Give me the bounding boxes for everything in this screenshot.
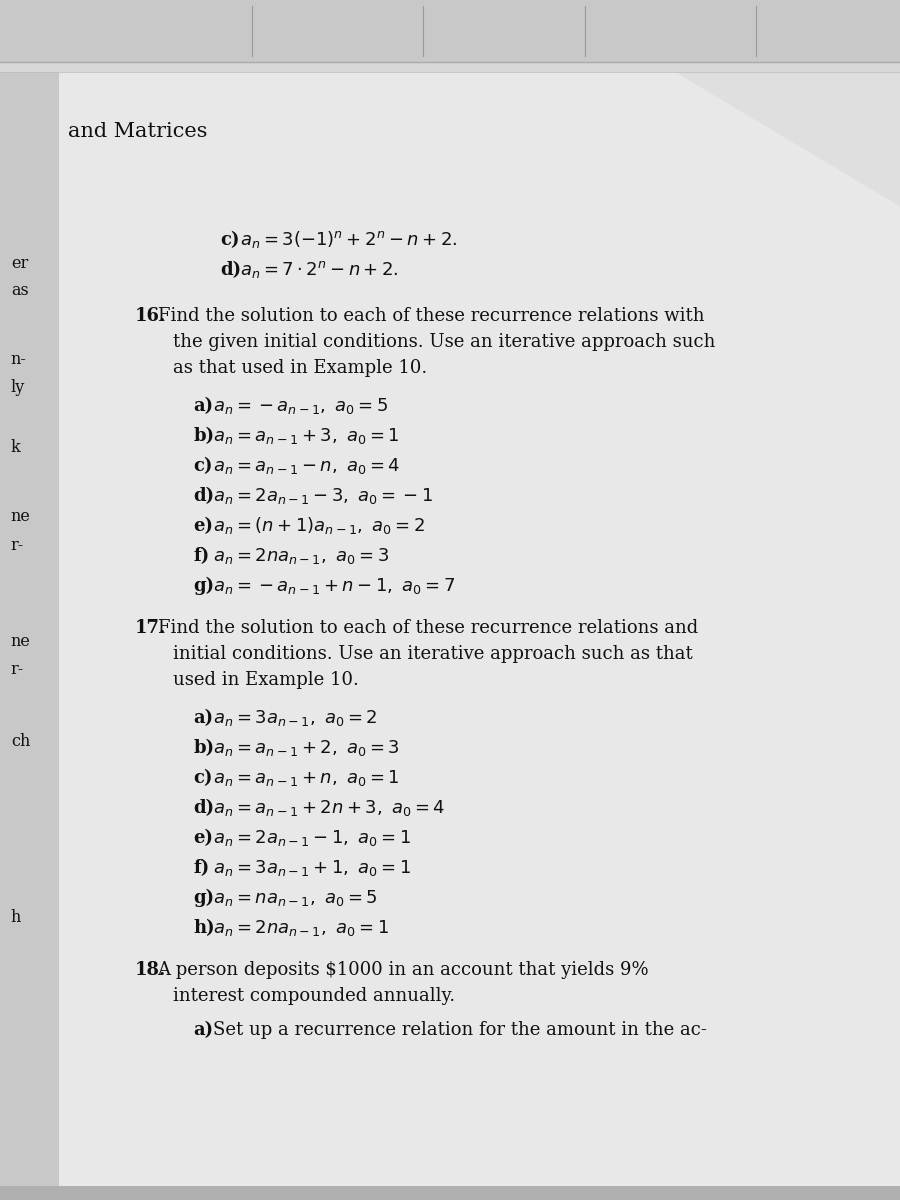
Text: and Matrices: and Matrices (68, 122, 207, 142)
Text: $a_n = a_{n-1} + 2n + 3,\ a_0 = 4$: $a_n = a_{n-1} + 2n + 3,\ a_0 = 4$ (213, 798, 446, 817)
Text: k: k (11, 439, 21, 456)
Text: g): g) (194, 576, 214, 595)
Text: $a_n = a_{n-1} + n,\ a_0 = 1$: $a_n = a_{n-1} + n,\ a_0 = 1$ (213, 768, 400, 787)
Text: b): b) (194, 738, 214, 757)
Text: ne: ne (11, 634, 31, 650)
Text: as that used in Example 10.: as that used in Example 10. (173, 360, 428, 377)
Text: h): h) (194, 919, 215, 936)
Text: $a_n = 2na_{n-1},\ a_0 = 3$: $a_n = 2na_{n-1},\ a_0 = 3$ (213, 546, 390, 565)
Text: $a_n = 3a_{n-1},\ a_0 = 2$: $a_n = 3a_{n-1},\ a_0 = 2$ (213, 708, 378, 727)
Text: $a_n = 3(-1)^n + 2^n - n + 2.$: $a_n = 3(-1)^n + 2^n - n + 2.$ (240, 229, 457, 251)
Text: Find the solution to each of these recurrence relations with: Find the solution to each of these recur… (158, 306, 704, 324)
Text: Set up a recurrence relation for the amount in the ac-: Set up a recurrence relation for the amo… (213, 1020, 707, 1038)
Text: $a_n = a_{n-1} - n,\ a_0 = 4$: $a_n = a_{n-1} - n,\ a_0 = 4$ (213, 456, 400, 475)
Text: ne: ne (11, 508, 31, 524)
Text: $a_n = 2a_{n-1} - 3,\ a_0 = -1$: $a_n = 2a_{n-1} - 3,\ a_0 = -1$ (213, 486, 434, 505)
Text: the given initial conditions. Use an iterative approach such: the given initial conditions. Use an ite… (173, 332, 716, 350)
Text: r-: r- (11, 661, 24, 678)
Text: $a_n = 2a_{n-1} - 1,\ a_0 = 1$: $a_n = 2a_{n-1} - 1,\ a_0 = 1$ (213, 828, 411, 847)
Text: ⭘  ⬜: ⭘ ⬜ (807, 25, 831, 37)
Text: a): a) (194, 1020, 213, 1038)
Text: Read aloud: Read aloud (132, 24, 210, 38)
Text: Find the solution to each of these recurrence relations and: Find the solution to each of these recur… (158, 619, 698, 636)
Text: c): c) (194, 456, 213, 474)
Text: c): c) (194, 769, 213, 787)
Text: ly: ly (11, 379, 25, 396)
Text: $a_n = -a_{n-1},\ a_0 = 5$: $a_n = -a_{n-1},\ a_0 = 5$ (213, 396, 389, 415)
Text: $a_n = a_{n-1} + 2,\ a_0 = 3$: $a_n = a_{n-1} + 2,\ a_0 = 3$ (213, 738, 400, 757)
Text: n-: n- (11, 352, 27, 368)
Text: as: as (11, 282, 29, 299)
Text: ch: ch (11, 733, 31, 750)
Text: d): d) (194, 487, 214, 504)
Text: A person deposits $1000 in an account that yields 9%: A person deposits $1000 in an account th… (158, 960, 649, 979)
Text: 16.: 16. (135, 306, 166, 324)
Text: e): e) (194, 516, 213, 534)
Text: $a_n = na_{n-1},\ a_0 = 5$: $a_n = na_{n-1},\ a_0 = 5$ (213, 888, 378, 907)
Text: $a_n = 2na_{n-1},\ a_0 = 1$: $a_n = 2na_{n-1},\ a_0 = 1$ (213, 918, 389, 937)
Text: f): f) (194, 859, 210, 876)
Text: h: h (11, 910, 22, 926)
Text: ⊨  Highlight  ∨: ⊨ Highlight ∨ (453, 24, 555, 38)
Text: ▽  Draw  ∨: ▽ Draw ∨ (295, 24, 371, 38)
Text: $a_n = 7 \cdot 2^n - n + 2.$: $a_n = 7 \cdot 2^n - n + 2.$ (240, 259, 399, 281)
Text: c): c) (220, 230, 240, 248)
Text: interest compounded annually.: interest compounded annually. (173, 986, 454, 1004)
Text: d): d) (220, 260, 241, 278)
Text: a): a) (194, 708, 213, 726)
Text: f): f) (194, 547, 210, 565)
Text: initial conditions. Use an iterative approach such as that: initial conditions. Use an iterative app… (173, 646, 693, 662)
Text: a): a) (194, 396, 213, 415)
Text: r-: r- (11, 538, 24, 554)
Text: 17.: 17. (135, 619, 166, 636)
Text: $a_n = -a_{n-1} + n - 1,\ a_0 = 7$: $a_n = -a_{n-1} + n - 1,\ a_0 = 7$ (213, 576, 455, 595)
Text: used in Example 10.: used in Example 10. (173, 671, 359, 689)
Text: d): d) (194, 799, 214, 816)
Text: $a_n = (n+1)a_{n-1},\ a_0 = 2$: $a_n = (n+1)a_{n-1},\ a_0 = 2$ (213, 515, 426, 536)
Text: 18.: 18. (135, 960, 166, 979)
Text: $a_n = 3a_{n-1} + 1,\ a_0 = 1$: $a_n = 3a_{n-1} + 1,\ a_0 = 1$ (213, 858, 411, 877)
Text: g): g) (194, 888, 214, 907)
Text: er: er (11, 256, 28, 272)
Text: e): e) (194, 828, 213, 847)
Text: b): b) (194, 426, 214, 444)
Text: $a_n = a_{n-1} + 3,\ a_0 = 1$: $a_n = a_{n-1} + 3,\ a_0 = 1$ (213, 426, 400, 445)
Text: ◇  Erase: ◇ Erase (642, 24, 699, 38)
